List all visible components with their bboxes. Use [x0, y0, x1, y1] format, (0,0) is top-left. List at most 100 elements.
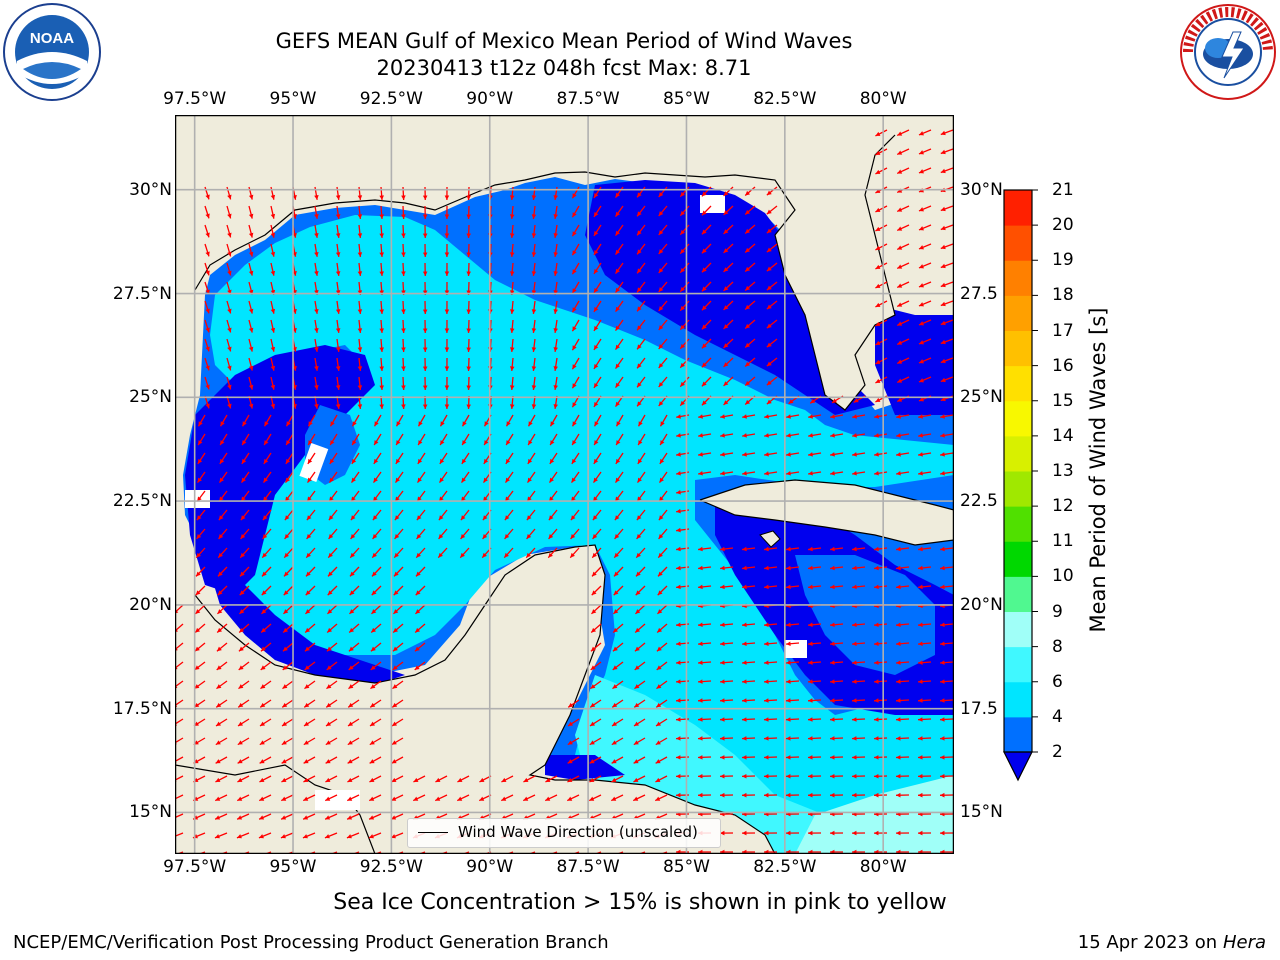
wave-direction-arrowhead: [379, 385, 384, 390]
wave-direction-arrowhead: [766, 190, 772, 196]
wave-direction-arrowhead: [259, 759, 265, 764]
wave-direction-arrowhead: [325, 740, 331, 745]
wave-direction-arrowhead: [444, 385, 450, 390]
wave-direction-arrowhead: [390, 834, 396, 839]
lon-tick-top: 87.5°W: [556, 89, 620, 109]
wave-direction-arrowhead: [612, 721, 617, 726]
wave-direction-arrowhead: [874, 471, 879, 476]
wave-direction-arrowhead: [701, 286, 707, 292]
wave-direction-arrowhead: [545, 777, 551, 782]
wave-direction-arrowhead: [720, 452, 725, 457]
lat-tick-left: 17.5°N: [112, 698, 172, 719]
wave-direction-arrowhead: [589, 759, 595, 764]
wave-direction-arrowhead: [897, 207, 903, 212]
wave-direction-arrowhead: [194, 646, 200, 652]
wave-direction-arrowhead: [369, 759, 375, 764]
wave-direction-arrowhead: [918, 283, 924, 288]
footer-date-text: 15 Apr 2023 on: [1077, 932, 1223, 953]
wave-direction-arrowhead: [314, 290, 319, 295]
wave-direction-arrowhead: [615, 268, 620, 274]
wave-direction-arrowhead: [261, 590, 267, 596]
lon-tick-bottom: 90°W: [466, 857, 514, 877]
wave-direction-arrowhead: [325, 796, 331, 801]
wave-direction-arrowhead: [461, 458, 467, 464]
wave-direction-arrowhead: [701, 229, 707, 235]
wave-direction-arrowhead: [593, 306, 599, 312]
wave-direction-arrowhead: [830, 433, 835, 438]
wave-direction-arrowhead: [509, 366, 515, 371]
wave-direction-arrowhead: [357, 233, 363, 238]
wave-direction-arrowhead: [327, 609, 333, 614]
wave-direction-arrowhead: [720, 641, 725, 646]
wave-direction-arrowhead: [483, 496, 488, 502]
lat-tick-right: 30°N: [960, 179, 1003, 200]
wave-direction-arrowhead: [742, 471, 747, 476]
wave-direction-arrowhead: [874, 755, 879, 760]
wave-direction-arrowhead: [634, 684, 640, 689]
wave-direction-arrowhead: [282, 684, 288, 689]
wave-direction-arrowhead: [831, 398, 837, 403]
wave-direction-arrowhead: [238, 702, 244, 708]
wave-direction-arrowhead: [786, 698, 791, 703]
wave-direction-arrowhead: [401, 347, 406, 352]
colorbar-tick-label: 18: [1052, 285, 1074, 306]
wave-direction-arrowhead: [918, 565, 923, 571]
wave-direction-arrowhead: [808, 660, 813, 665]
wave-direction-arrowhead: [786, 622, 791, 628]
chart-subtitle: 20230413 t12z 048h fcst Max: 8.71: [376, 56, 752, 80]
wave-direction-arrowhead: [745, 209, 751, 215]
wave-direction-arrowhead: [676, 679, 681, 684]
wave-direction-arrowhead: [852, 755, 857, 760]
wave-direction-arrowhead: [374, 421, 379, 427]
wave-direction-arrowhead: [217, 627, 223, 633]
wave-direction-arrowhead: [680, 248, 685, 254]
wave-direction-arrowhead: [239, 590, 245, 596]
wave-direction-arrowhead: [874, 830, 879, 836]
wave-direction-arrowhead: [549, 477, 554, 483]
wave-direction-arrowhead: [439, 477, 444, 483]
wave-direction-arrowhead: [526, 534, 532, 539]
wave-direction-arrowhead: [572, 212, 577, 218]
wave-direction-arrowhead: [896, 679, 901, 684]
wave-direction-arrowhead: [637, 287, 642, 293]
wave-direction-arrowhead: [637, 477, 642, 483]
wave-direction-arrowhead: [553, 385, 558, 390]
wave-direction-arrowhead: [852, 565, 857, 571]
wave-direction-arrowhead: [656, 684, 662, 689]
wave-direction-arrowhead: [528, 440, 533, 446]
footer-credit: NCEP/EMC/Verification Post Processing Pr…: [13, 932, 609, 953]
wave-direction-arrowhead: [764, 414, 769, 419]
wave-direction-arrowhead: [786, 830, 791, 836]
wave-direction-arrowhead: [676, 717, 681, 722]
wave-direction-arrowhead: [940, 452, 945, 457]
wave-direction-arrowhead: [830, 660, 835, 665]
wave-direction-arrowhead: [260, 684, 266, 689]
wave-direction-arrowhead: [874, 717, 879, 722]
wave-direction-arrowhead: [218, 515, 224, 521]
land-florida: [775, 115, 954, 410]
wave-direction-arrowhead: [720, 679, 725, 684]
wave-direction-arrowhead: [698, 698, 703, 703]
colorbar-band: [1004, 646, 1032, 683]
wave-direction-arrowhead: [509, 290, 515, 295]
wave-direction-arrowhead: [352, 440, 357, 446]
wave-direction-arrowhead: [239, 609, 245, 614]
wave-direction-arrowhead: [457, 777, 463, 782]
land-cuba: [700, 480, 954, 545]
lat-tick-left: 22.5°N: [112, 491, 172, 512]
wave-direction-arrowhead: [466, 347, 471, 352]
wave-direction-arrowhead: [482, 515, 488, 521]
wave-direction-arrowhead: [347, 777, 353, 782]
wave-direction-arrowhead: [658, 534, 664, 539]
wave-direction-arrowhead: [897, 245, 903, 250]
wave-direction-arrowhead: [940, 717, 945, 722]
wave-direction-arrowhead: [676, 565, 681, 571]
wave-direction-arrowhead: [393, 627, 399, 633]
wave-direction-arrowhead: [698, 755, 703, 760]
wave-direction-arrowhead: [852, 622, 857, 628]
wave-direction-arrowhead: [553, 252, 558, 257]
wave-direction-arrowhead: [698, 679, 703, 684]
wave-direction-arrowhead: [720, 792, 725, 798]
wave-direction-arrowhead: [637, 211, 642, 217]
wave-direction-arrowhead: [852, 830, 857, 836]
